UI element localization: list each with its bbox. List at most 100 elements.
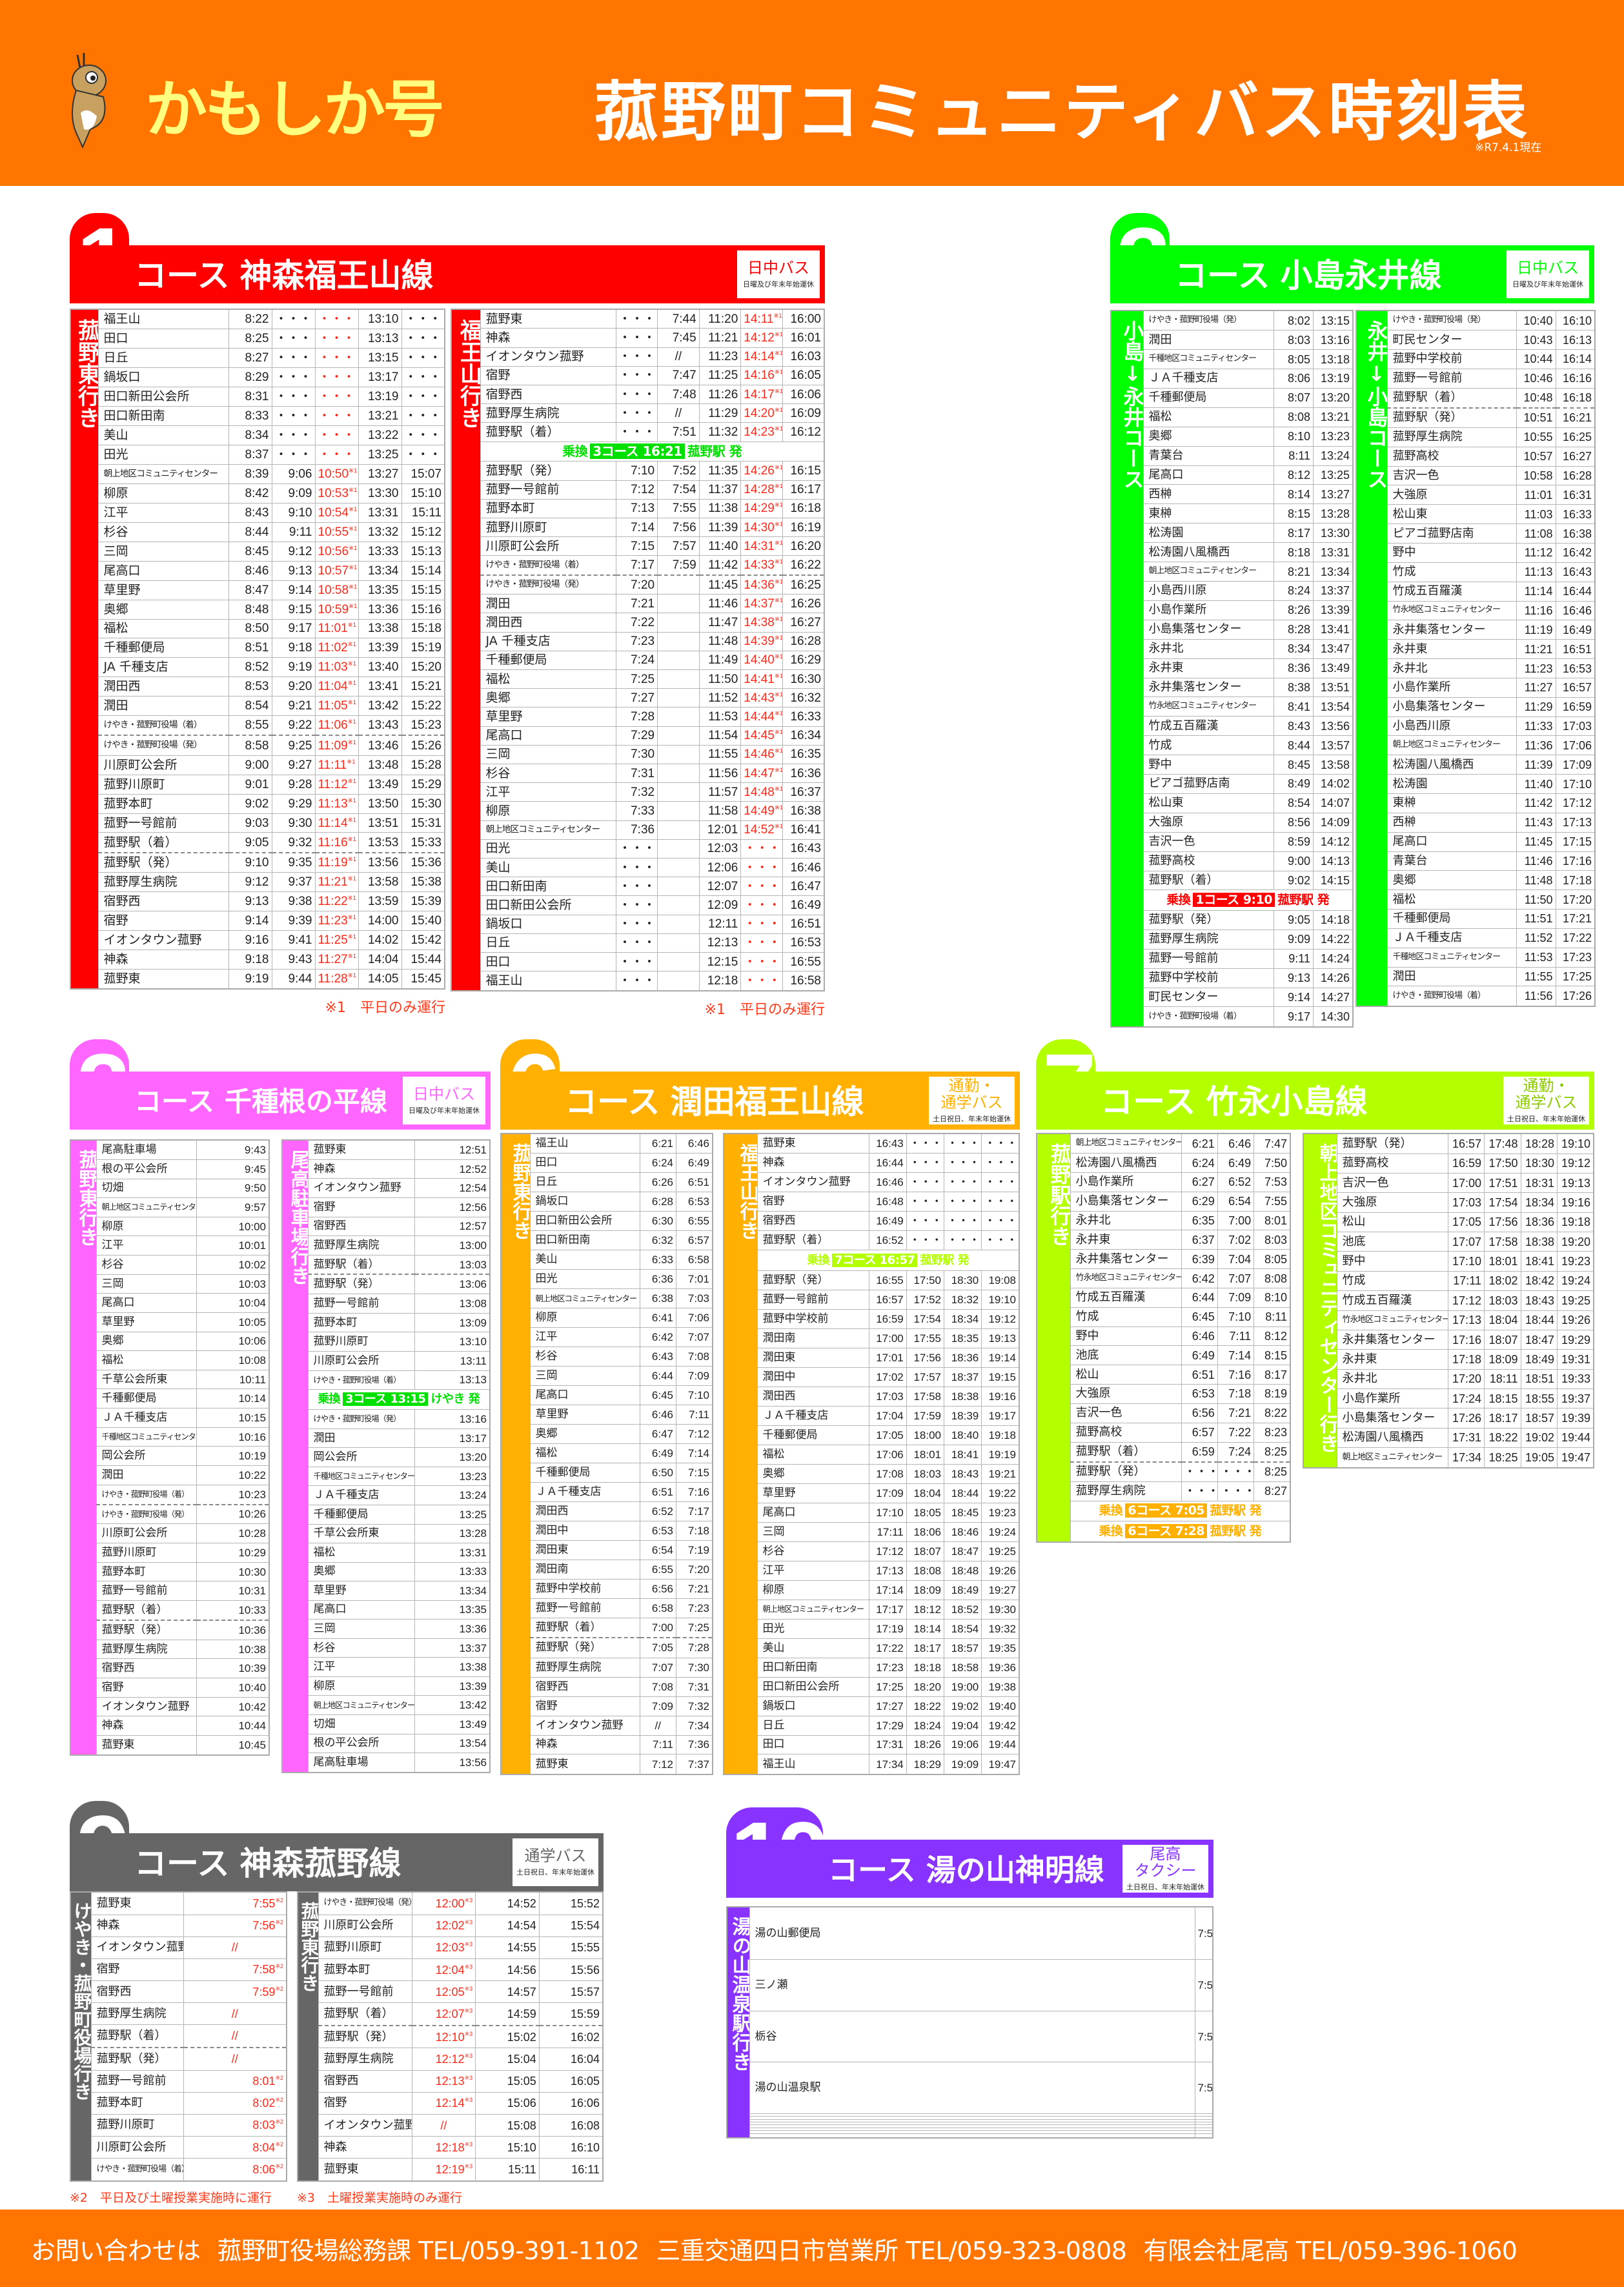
departure-time: 8:10: [1273, 426, 1314, 447]
departure-time: 15:42: [401, 930, 445, 950]
departure-time: 13:58: [1313, 755, 1354, 775]
time-value: 12:05: [435, 1985, 465, 1998]
stop-name: けやき・菰野町役場（発）: [1142, 310, 1274, 331]
stop-name: 千種郵便局: [96, 1388, 197, 1409]
footnote-mark: ※2: [275, 2140, 283, 2148]
stop-name: 菰野東: [756, 1133, 869, 1154]
departure-time: 6:49: [639, 1443, 676, 1464]
departure-time: 18:31: [1520, 1173, 1558, 1194]
footnote-mark: ※1: [774, 558, 783, 566]
departure-time: 7:33: [615, 801, 658, 821]
stop-name: けやき・菰野町役場（発）: [480, 574, 616, 595]
departure-time: ・・・: [401, 367, 445, 388]
departure-time: 7:16: [676, 1482, 713, 1503]
timetable-row: 尾高口 13:35: [282, 1600, 491, 1620]
timetable-row: 野中 17:10 18:01 18:41 19:23: [1303, 1251, 1594, 1272]
time-value: ・・・: [318, 371, 355, 385]
departure-time: 14:37※1: [740, 594, 783, 614]
departure-time: 17:00: [1447, 1173, 1485, 1194]
departure-time: 11:50: [1516, 889, 1556, 910]
departure-time: 8:08: [1273, 407, 1314, 427]
empty-cell: [1194, 2130, 1213, 2134]
departure-time: 19:30: [981, 1599, 1020, 1620]
stop-name: 三岡: [529, 1366, 640, 1387]
stop-name: イオンタウン菰野: [96, 1696, 197, 1717]
timetable: 菰野東行き 福王山 6:21 6:46 田口 6:24 6:49 日丘 6:26 6:51 鍋坂口 6…: [500, 1133, 713, 1775]
departure-time: 18:42: [1520, 1270, 1558, 1292]
timetable-row: 福松 8:08 13:21: [1111, 407, 1354, 427]
time-value: 14:49: [744, 804, 775, 818]
stop-name: 菰野東: [318, 2158, 412, 2182]
footnote: ※2 平日及び土曜授業実施時に運行: [70, 2191, 272, 2205]
departure-time: 13:11: [414, 1350, 491, 1371]
timetable-row: イオンタウン菰野 12:54: [282, 1178, 491, 1198]
timetable-row: 永井東 17:18 18:09 18:49 19:31: [1303, 1349, 1594, 1370]
departure-time: 12:57: [414, 1216, 491, 1237]
time-value: ・・・: [744, 842, 781, 856]
departure-time: 8:27: [1254, 1481, 1291, 1501]
stop-name: 菰野本町: [97, 793, 229, 814]
departure-time: 18:00: [906, 1425, 945, 1445]
timetable-row: 菰野駅（発） 9:05 14:18: [1111, 910, 1354, 930]
departure-time: 8:04※2: [183, 2136, 287, 2159]
departure-time: 10:58: [1516, 465, 1556, 486]
time-value: 11:06: [318, 718, 348, 733]
departure-time: 17:31: [1447, 1427, 1485, 1448]
departure-time: 16:49: [868, 1211, 907, 1232]
stop-name: 宿野西: [97, 891, 229, 911]
time-value: 7:55: [252, 1896, 276, 1910]
departure-time: 8:07: [1273, 387, 1314, 408]
departure-time: 9:22: [271, 715, 316, 737]
departure-time: 11:03※1: [314, 657, 359, 678]
departure-time: 15:15: [401, 580, 445, 600]
departure-time: ・・・: [906, 1192, 945, 1212]
departure-time: 16:06: [782, 385, 825, 405]
departure-time: 16:35: [782, 744, 825, 765]
departure-time: 19:05: [1520, 1447, 1558, 1469]
departure-time: 18:05: [906, 1502, 945, 1523]
footnote-mark: ※3: [464, 2053, 473, 2059]
stop-name: 竹永地区コミュニティセンター: [1386, 600, 1517, 621]
departure-time: 16:17: [782, 480, 825, 500]
departure-time: 8:44: [1273, 735, 1314, 756]
stop-name: 鍋坂口: [529, 1192, 640, 1212]
departure-time: 7:29: [615, 726, 658, 746]
course-title: コース 小島永井線: [1175, 253, 1442, 298]
footnote-mark: ※2: [275, 1985, 283, 1992]
footnote-mark: ※1: [347, 952, 356, 960]
departure-time: 17:20: [1447, 1368, 1485, 1389]
footnote-mark: ※1: [347, 699, 356, 707]
departure-time: 6:43: [639, 1347, 676, 1367]
stop-name: 菰野一号館前: [529, 1598, 640, 1618]
departure-time: 9:32: [271, 832, 316, 853]
departure-time: 13:31: [414, 1543, 491, 1563]
departure-time: 10:28: [196, 1523, 270, 1544]
departure-time: 18:03: [906, 1463, 945, 1484]
departure-time: 14:12※1: [740, 328, 783, 348]
departure-time: 7:05: [639, 1637, 676, 1658]
departure-time: 11:38: [698, 498, 742, 518]
departure-time: 14:02: [358, 930, 402, 950]
footnote-mark: ※1: [349, 486, 358, 494]
departure-time: 7:21: [615, 594, 658, 614]
departure-time: 13:54: [1313, 696, 1354, 717]
departure-time: 8:19: [1254, 1384, 1291, 1404]
departure-time: 16:55: [782, 952, 825, 972]
timetable-row: 神森 7:11 7:36: [501, 1734, 713, 1755]
departure-time: 19:29: [1557, 1329, 1594, 1350]
departure-time: ・・・: [906, 1153, 945, 1174]
stop-name: 菰野一号館前: [96, 1581, 197, 1601]
service-type-badge: 尾高 タクシー 土日祝日、年末年始運休: [1122, 1845, 1208, 1893]
stop-name: 福松: [97, 618, 229, 639]
departure-time: 8:11: [1273, 445, 1314, 466]
timetable-row: 朝上地区コミュニティセンター 13:42: [282, 1695, 491, 1715]
departure-time: 16:51: [782, 914, 825, 934]
timetable-row: 朝上地区コミュニティセンター 8:39 9:06 10:50※1 13:27 15:07: [70, 463, 445, 484]
time-value: 10:53: [318, 486, 349, 500]
departure-time: 11:16※1: [314, 832, 359, 853]
timetable-row: 神森 12:52: [282, 1159, 491, 1179]
timetable-row: 美山 6:33 6:58: [501, 1250, 713, 1270]
departure-time: 13:49: [358, 774, 402, 795]
stop-name: 杉谷: [97, 522, 229, 542]
timetable-row: イオンタウン菰野//15:08 16:08: [298, 2113, 604, 2137]
